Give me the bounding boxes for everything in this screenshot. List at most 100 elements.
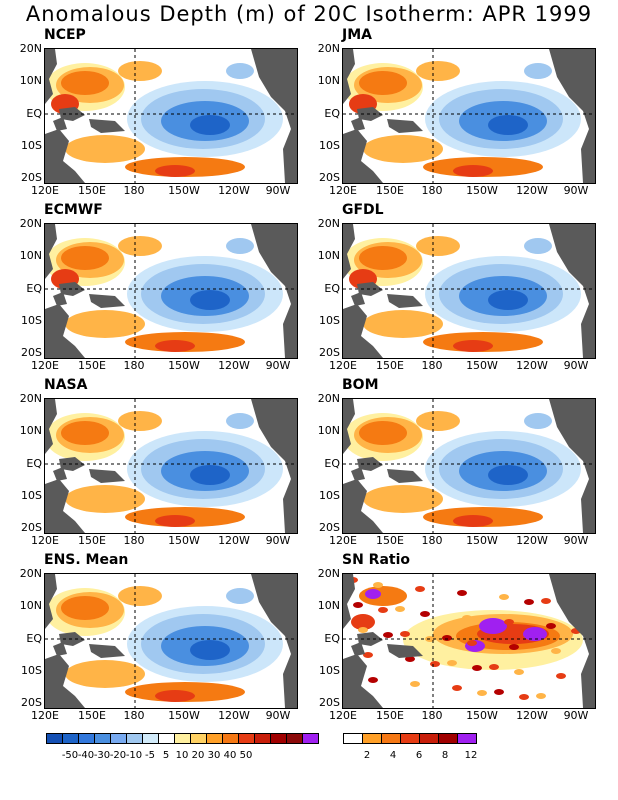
- legend-color-box: [270, 733, 287, 744]
- legend-color-box: [222, 733, 239, 744]
- warm-anomaly: [61, 596, 109, 620]
- panel-title: ENS. Mean: [44, 552, 129, 568]
- legend-label: 20: [191, 750, 205, 761]
- legend-label: -10: [125, 750, 143, 761]
- lon-tick-label: 180: [123, 709, 145, 722]
- warm-anomaly: [118, 61, 162, 81]
- sn-speckle: [378, 607, 388, 613]
- warm-anomaly: [359, 71, 407, 95]
- lon-tick-label: 90W: [265, 359, 291, 372]
- lon-tick-label: 120E: [329, 359, 357, 372]
- legend-color-box: [126, 733, 143, 744]
- lon-tick-label: 120W: [218, 709, 250, 722]
- anomaly-field: [45, 411, 283, 527]
- legend-color-box: [457, 733, 477, 744]
- map-panel: ECMWF 20N 10N EQ 10S 20S 120E 150E 180 150W 120W 90…: [0, 202, 300, 392]
- lat-tick-label: 10N: [317, 74, 340, 87]
- lat-tick-label: EQ: [324, 282, 340, 295]
- sn-speckle: [556, 673, 566, 679]
- lon-tick-label: 150W: [466, 534, 498, 547]
- lat-tick-label: EQ: [26, 107, 42, 120]
- lon-tick-label: 150W: [466, 184, 498, 197]
- lon-tick-label: 120W: [516, 709, 548, 722]
- map-panel: NCEP 20N 10N EQ 10S 20S 120E 150E 180 150W 120W 90W: [0, 27, 300, 217]
- lon-tick-label: 180: [421, 534, 443, 547]
- sn-speckle: [472, 665, 482, 671]
- legend-color-box: [62, 733, 79, 744]
- cold-anomaly: [524, 238, 552, 254]
- lon-tick-label: 120E: [31, 709, 59, 722]
- sn-speckle: [368, 677, 378, 683]
- map-canvas: [45, 224, 297, 358]
- legend-color-box: [362, 733, 382, 744]
- cold-anomaly: [524, 413, 552, 429]
- anomaly-field: [45, 61, 283, 177]
- anomaly-map: [342, 223, 596, 359]
- sn-speckle: [410, 681, 420, 687]
- lon-tick-label: 150E: [78, 184, 106, 197]
- warm-anomaly: [155, 340, 195, 352]
- anomaly-field: [45, 236, 283, 352]
- sn-speckle: [395, 606, 405, 612]
- anomaly-map: [44, 573, 298, 709]
- sn-speckle: [477, 690, 487, 696]
- legend-label: -30: [93, 750, 111, 761]
- cold-anomaly: [488, 115, 528, 135]
- land-mask: [343, 574, 595, 708]
- legend-color-box: [254, 733, 271, 744]
- map-canvas: [343, 399, 595, 533]
- sn-speckle: [551, 648, 561, 654]
- lat-tick-label: 20S: [21, 346, 42, 359]
- panel-title: GFDL: [342, 202, 384, 218]
- cold-anomaly: [524, 63, 552, 79]
- sn-speckle: [442, 635, 452, 641]
- lon-tick-label: 120E: [31, 184, 59, 197]
- map-panel: BOM 20N 10N EQ 10S 20S 120E 150E 180 150W 120W 90W: [298, 377, 598, 567]
- sn-speckle: [541, 598, 551, 604]
- sn-speckle: [457, 590, 467, 596]
- land-mask: [343, 399, 595, 533]
- lon-tick-label: 120W: [516, 534, 548, 547]
- lon-tick-label: 90W: [265, 709, 291, 722]
- lon-tick-label: 90W: [563, 184, 589, 197]
- cold-anomaly: [226, 413, 254, 429]
- sn-speckle: [353, 602, 363, 608]
- lat-tick-label: 20N: [19, 217, 42, 230]
- warm-anomaly: [118, 586, 162, 606]
- anomaly-map: [44, 48, 298, 184]
- lat-tick-label: 20N: [317, 567, 340, 580]
- warm-anomaly: [155, 690, 195, 702]
- warm-anomaly: [61, 246, 109, 270]
- legend-color-box: [110, 733, 127, 744]
- anomaly-map: [44, 223, 298, 359]
- legend-label: 8: [441, 750, 449, 761]
- lat-tick-label: 10N: [317, 249, 340, 262]
- cold-anomaly: [190, 115, 230, 135]
- sn-speckle: [536, 693, 546, 699]
- warm-anomaly: [416, 236, 460, 256]
- sn-speckle: [499, 594, 509, 600]
- legend-label: 12: [464, 750, 478, 761]
- lon-tick-label: 180: [421, 709, 443, 722]
- cold-anomaly: [190, 290, 230, 310]
- warm-anomaly: [363, 310, 443, 338]
- sn-speckle: [420, 611, 430, 617]
- lon-tick-label: 90W: [265, 534, 291, 547]
- sn-speckle: [504, 619, 514, 625]
- lon-tick-label: 120W: [516, 184, 548, 197]
- sn-speckle: [358, 627, 368, 633]
- lat-tick-label: 20N: [19, 392, 42, 405]
- sn-speckle: [447, 660, 457, 666]
- cold-anomaly: [488, 290, 528, 310]
- lon-tick-label: 120E: [31, 359, 59, 372]
- lat-tick-label: 20S: [21, 171, 42, 184]
- lon-tick-label: 180: [421, 359, 443, 372]
- warm-anomaly: [118, 236, 162, 256]
- legend-label: -50: [61, 750, 79, 761]
- lon-tick-label: 150E: [376, 534, 404, 547]
- cold-anomaly: [226, 238, 254, 254]
- warm-anomaly: [61, 71, 109, 95]
- legend-label: -20: [109, 750, 127, 761]
- legend-color-box: [343, 733, 363, 744]
- map-panel: GFDL 20N 10N EQ 10S 20S 120E 150E 180 150W 120W 90W: [298, 202, 598, 392]
